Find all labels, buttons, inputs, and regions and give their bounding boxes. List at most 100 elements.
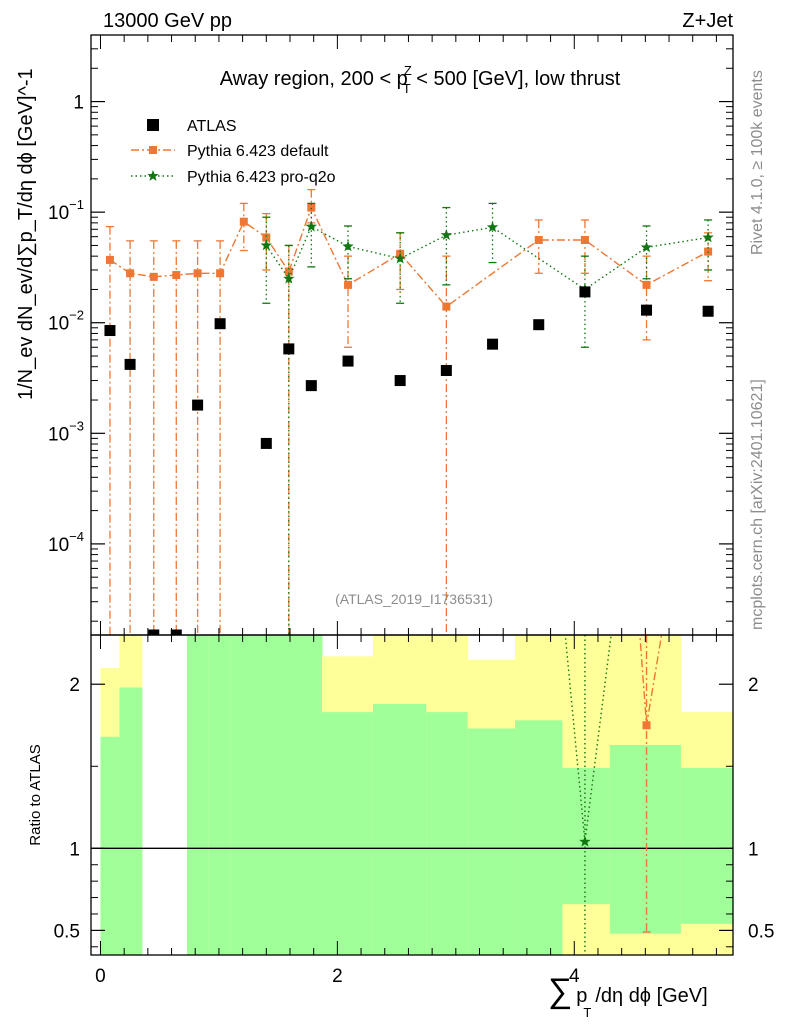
data-point-pro-q2o — [305, 220, 317, 232]
y-tick-label: 10−2 — [48, 308, 84, 335]
band-inner-segment — [100, 736, 120, 955]
x-label-p: p — [576, 985, 587, 1007]
data-point-pro-q2o — [702, 231, 714, 243]
band-inner-segment — [609, 744, 682, 934]
data-point-default — [534, 235, 543, 244]
title-part: < 500 [GeV], low thrust — [411, 68, 621, 90]
data-point-atlas — [283, 343, 295, 355]
upper-plot-area: Away region, 200 < pZ T < 500 [GeV], low … — [104, 63, 714, 635]
mcplots-label: mcplots.cern.ch [arXiv:2401.10621] — [749, 379, 766, 630]
band-inner-segment — [680, 767, 733, 924]
ratio-y-axis-label: Ratio to ATLAS — [27, 744, 44, 845]
data-point-default — [239, 217, 248, 226]
band-inner-segment — [230, 635, 255, 955]
ratio-y-tick-label-left: 0.5 — [54, 921, 80, 942]
y-tick-exp: −3 — [69, 418, 84, 433]
ratio-point-pro-q2o — [579, 835, 591, 847]
data-point-atlas — [124, 358, 136, 370]
band-inner-segment — [467, 728, 516, 955]
data-point-pro-q2o — [394, 252, 406, 264]
data-point-atlas — [305, 380, 317, 392]
x-tick-label: 4 — [569, 966, 580, 987]
y-tick-label: 10−3 — [48, 418, 84, 445]
y-axis-label: 1/N_ev dN_ev/d∑p_T/dη dϕ [GeV]^-1 — [15, 68, 37, 400]
data-point-atlas — [342, 355, 354, 367]
data-point-pro-q2o — [283, 272, 295, 284]
plot-title: Away region, 200 < pZ T < 500 [GeV], low … — [220, 63, 621, 96]
data-point-pro-q2o — [260, 239, 272, 251]
y-tick-label: 1 — [73, 93, 84, 114]
data-point-default — [193, 269, 202, 278]
band-inner-segment — [208, 635, 232, 955]
title-sub: T — [403, 81, 411, 96]
band-inner-segment — [254, 635, 278, 955]
data-point-default — [172, 271, 181, 280]
ratio-series — [564, 635, 663, 955]
band-inner-segment — [372, 703, 427, 955]
main-series — [104, 188, 714, 635]
analysis-id-label: (ATLAS_2019_I1736531) — [335, 591, 493, 607]
data-point-default — [580, 235, 589, 244]
data-point-pro-q2o — [486, 221, 499, 233]
data-point-default — [149, 272, 158, 281]
ratio-bands — [100, 635, 733, 955]
data-point-default — [126, 269, 135, 278]
band-inner-segment — [119, 687, 143, 955]
y-tick-label: 10−1 — [48, 197, 84, 224]
title-sup: Z — [404, 63, 412, 78]
x-label-sub: T — [583, 1005, 591, 1020]
band-inner-segment — [515, 720, 563, 955]
band-inner-segment — [299, 635, 323, 955]
y-tick-base: 10 — [48, 314, 69, 335]
ratio-y-tick-label-left: 1 — [69, 839, 80, 860]
ratio-plot-area — [91, 635, 733, 955]
data-point-pro-q2o — [640, 241, 653, 253]
ratio-y-tick-label-left: 2 — [69, 675, 80, 696]
header-energy: 13000 GeV pp — [103, 10, 232, 32]
legend-label: Pythia 6.423 pro-q2o — [187, 169, 336, 186]
y-tick-label: 10−4 — [48, 529, 84, 556]
data-point-atlas — [104, 325, 116, 337]
series-line-pro-q2o — [265, 225, 709, 291]
legend-label: Pythia 6.423 default — [187, 143, 329, 160]
data-point-default — [284, 267, 293, 276]
data-point-atlas — [440, 364, 452, 376]
y-tick-base: 10 — [48, 424, 69, 445]
y-tick-exp: −4 — [69, 529, 84, 544]
x-tick-label: 2 — [332, 966, 343, 987]
x-label-rest: /dη dϕ [GeV] — [595, 985, 707, 1007]
band-inner-segment — [276, 635, 300, 955]
x-label-sum: ∑ — [548, 972, 572, 1010]
x-axis-label: ∑ p T/dη dϕ [GeV] — [548, 972, 708, 1020]
y-tick-base: 10 — [48, 535, 69, 556]
y-tick-base: 10 — [48, 203, 69, 224]
ratio-point-default — [642, 721, 651, 730]
y-tick-exp: −1 — [69, 197, 84, 212]
data-point-default — [642, 280, 651, 289]
ratio-frame — [90, 634, 734, 956]
y-tick-exp: −2 — [69, 308, 84, 323]
legend-marker-default — [149, 146, 157, 154]
data-point-atlas — [487, 338, 499, 350]
series-line-default — [109, 205, 709, 308]
data-point-default — [216, 269, 225, 278]
band-inner-segment — [186, 635, 209, 955]
legend-marker-pro-q2o — [147, 170, 159, 181]
data-point-default — [262, 233, 271, 242]
data-point-atlas — [641, 304, 653, 316]
data-point-atlas — [192, 399, 204, 411]
data-point-atlas — [260, 437, 272, 449]
data-point-pro-q2o — [342, 240, 354, 252]
title-part: Away region, 200 < p — [220, 68, 408, 90]
data-point-atlas — [148, 629, 160, 635]
data-point-atlas — [170, 629, 182, 635]
legend-marker-atlas — [147, 119, 159, 131]
band-inner-segment — [426, 712, 469, 955]
header-process: Z+Jet — [682, 10, 733, 32]
data-point-atlas — [214, 318, 226, 330]
data-point-default — [442, 302, 451, 311]
ratio-y-tick-label-right: 0.5 — [748, 921, 774, 942]
ratio-y-tick-label-right: 1 — [748, 839, 759, 860]
